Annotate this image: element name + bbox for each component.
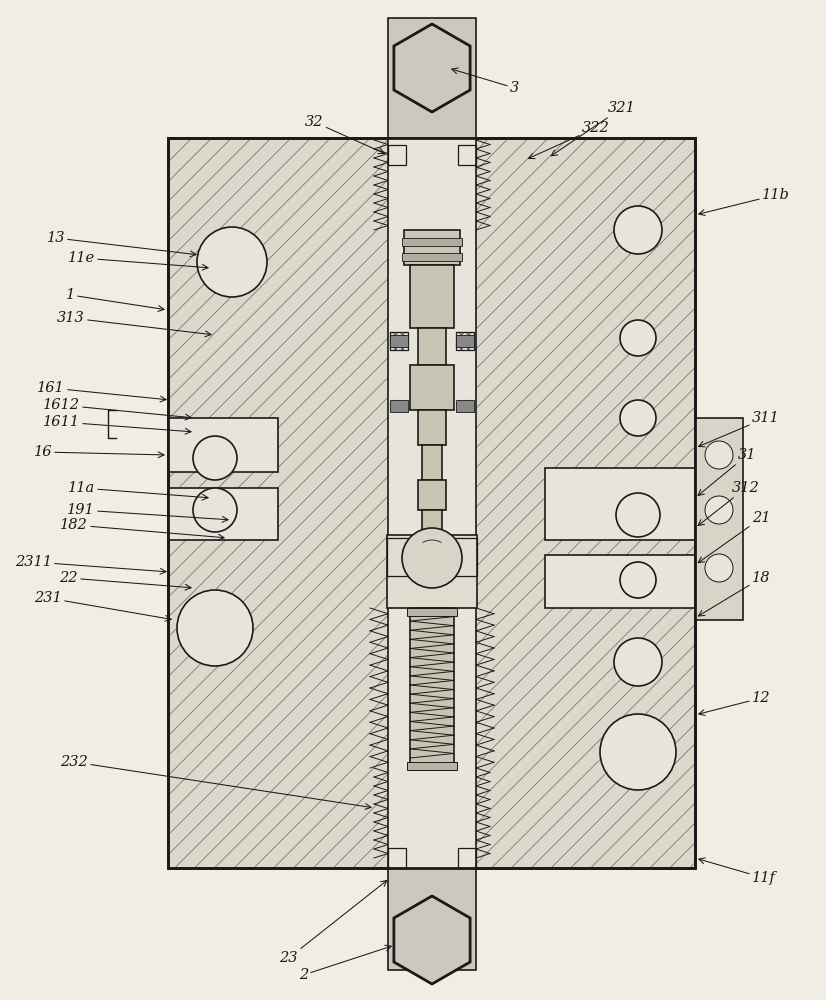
Text: 321: 321: [551, 101, 636, 156]
Bar: [418, 328, 446, 365]
Circle shape: [705, 554, 733, 582]
Circle shape: [177, 590, 253, 666]
Text: 322: 322: [529, 121, 610, 159]
Circle shape: [705, 496, 733, 524]
Bar: [418, 480, 446, 510]
Text: 161: 161: [37, 381, 166, 402]
Circle shape: [620, 320, 656, 356]
Text: 12: 12: [699, 691, 771, 715]
Bar: [407, 608, 457, 616]
Text: 231: 231: [34, 591, 171, 621]
Bar: [407, 762, 457, 770]
Bar: [458, 145, 476, 165]
Bar: [388, 868, 476, 970]
Text: 1: 1: [66, 288, 164, 311]
Text: 13: 13: [46, 231, 196, 257]
Text: 32: 32: [305, 115, 384, 154]
Polygon shape: [394, 896, 470, 984]
Circle shape: [193, 436, 237, 480]
Text: 11b: 11b: [699, 188, 790, 215]
Bar: [456, 400, 474, 412]
Circle shape: [600, 714, 676, 790]
Text: 18: 18: [698, 571, 771, 616]
Circle shape: [705, 441, 733, 469]
Bar: [410, 608, 454, 768]
Circle shape: [620, 562, 656, 598]
Text: 191: 191: [67, 503, 228, 522]
Bar: [168, 138, 695, 868]
Bar: [449, 538, 477, 576]
Text: 22: 22: [59, 571, 191, 590]
Bar: [422, 510, 442, 535]
Bar: [388, 848, 406, 868]
Text: 313: 313: [57, 311, 211, 337]
Bar: [695, 418, 743, 620]
Bar: [388, 18, 476, 138]
Bar: [404, 230, 460, 265]
Bar: [402, 238, 462, 246]
Text: 232: 232: [60, 755, 371, 809]
Circle shape: [614, 638, 662, 686]
Text: 2: 2: [299, 945, 392, 982]
Bar: [168, 488, 278, 540]
Bar: [390, 332, 408, 350]
Text: 21: 21: [698, 511, 771, 563]
Text: 16: 16: [34, 445, 164, 459]
Circle shape: [616, 493, 660, 537]
Text: 3: 3: [452, 68, 520, 95]
Bar: [410, 365, 454, 410]
Bar: [388, 138, 476, 868]
Bar: [545, 468, 695, 540]
Bar: [168, 418, 278, 472]
Bar: [545, 555, 695, 608]
Text: 312: 312: [698, 481, 760, 526]
Circle shape: [614, 206, 662, 254]
Text: 31: 31: [698, 448, 757, 495]
Bar: [422, 445, 442, 480]
Bar: [387, 538, 415, 576]
Bar: [390, 400, 408, 412]
Bar: [418, 410, 446, 445]
Text: 1612: 1612: [43, 398, 191, 420]
Bar: [456, 332, 474, 350]
Text: 11e: 11e: [68, 251, 208, 270]
Text: 182: 182: [60, 518, 224, 540]
Text: 11f: 11f: [699, 858, 776, 885]
Bar: [410, 265, 454, 328]
Bar: [458, 848, 476, 868]
Bar: [387, 535, 477, 608]
Bar: [456, 335, 474, 347]
Bar: [168, 138, 695, 868]
Circle shape: [402, 528, 462, 588]
Polygon shape: [394, 24, 470, 112]
Bar: [390, 335, 408, 347]
Circle shape: [197, 227, 267, 297]
Text: 1611: 1611: [43, 415, 191, 434]
Bar: [388, 145, 406, 165]
Circle shape: [193, 488, 237, 532]
Text: 2311: 2311: [15, 555, 166, 574]
Text: 311: 311: [699, 411, 780, 447]
Bar: [402, 253, 462, 261]
Text: 23: 23: [279, 880, 387, 965]
Text: 11a: 11a: [68, 481, 208, 500]
Circle shape: [620, 400, 656, 436]
